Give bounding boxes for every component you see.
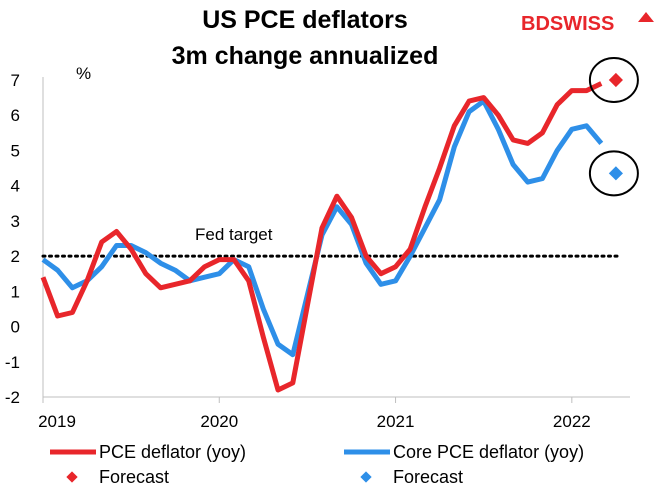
axis-lines: [42, 77, 630, 398]
x-tick-label: 2019: [38, 412, 76, 431]
pce-line: [40, 81, 603, 393]
y-axis-label: %: [76, 64, 91, 83]
y-axis: -2 -1 0 1 2 3 4 5 6 7: [5, 71, 20, 407]
pce-forecast-diamond: [608, 72, 623, 88]
x-tick-label: 2022: [553, 412, 591, 431]
logo-swiss: SWISS: [550, 13, 614, 35]
core-forecast-diamond: [608, 166, 623, 181]
x-axis: 2019 2020 2021 2022: [38, 397, 591, 431]
y-tick-label: 3: [11, 212, 20, 231]
legend: PCE deflator (yoy) Core PCE deflator (yo…: [50, 442, 584, 487]
chart-subtitle: 3m change annualized: [172, 42, 439, 70]
legend-pce-forecast-diamond-icon: [66, 471, 78, 483]
bdswiss-logo: BDSWISS: [521, 12, 654, 35]
series-lines: [40, 81, 604, 393]
y-tick-label: 7: [11, 71, 20, 90]
legend-core-forecast-label: Forecast: [393, 467, 463, 487]
y-tick-label: 2: [11, 247, 20, 266]
y-tick-label: -2: [5, 388, 20, 407]
legend-pce-label: PCE deflator (yoy): [99, 442, 246, 462]
y-tick-label: 6: [11, 106, 20, 125]
pce-forecast-highlight-circle: [588, 57, 639, 103]
legend-pce-forecast-label: Forecast: [99, 467, 169, 487]
fed-target-label: Fed target: [195, 225, 273, 244]
forecast-markers: [588, 57, 639, 197]
y-tick-label: 1: [11, 282, 20, 301]
core-forecast-highlight-circle: [588, 150, 639, 197]
logo-bd: BD: [521, 13, 550, 35]
logo-text: BDSWISS: [521, 13, 614, 35]
legend-core-label: Core PCE deflator (yoy): [393, 442, 584, 462]
y-tick-label: 5: [11, 141, 20, 160]
x-tick-label: 2020: [200, 412, 238, 431]
chart-title: US PCE deflators: [202, 6, 408, 34]
x-tick-label: 2021: [377, 412, 415, 431]
logo-arrow-icon: [638, 12, 654, 22]
legend-core-forecast-diamond-icon: [360, 471, 372, 483]
y-tick-label: 0: [11, 318, 20, 337]
y-tick-label: 4: [11, 177, 20, 196]
y-tick-label: -1: [5, 353, 20, 372]
